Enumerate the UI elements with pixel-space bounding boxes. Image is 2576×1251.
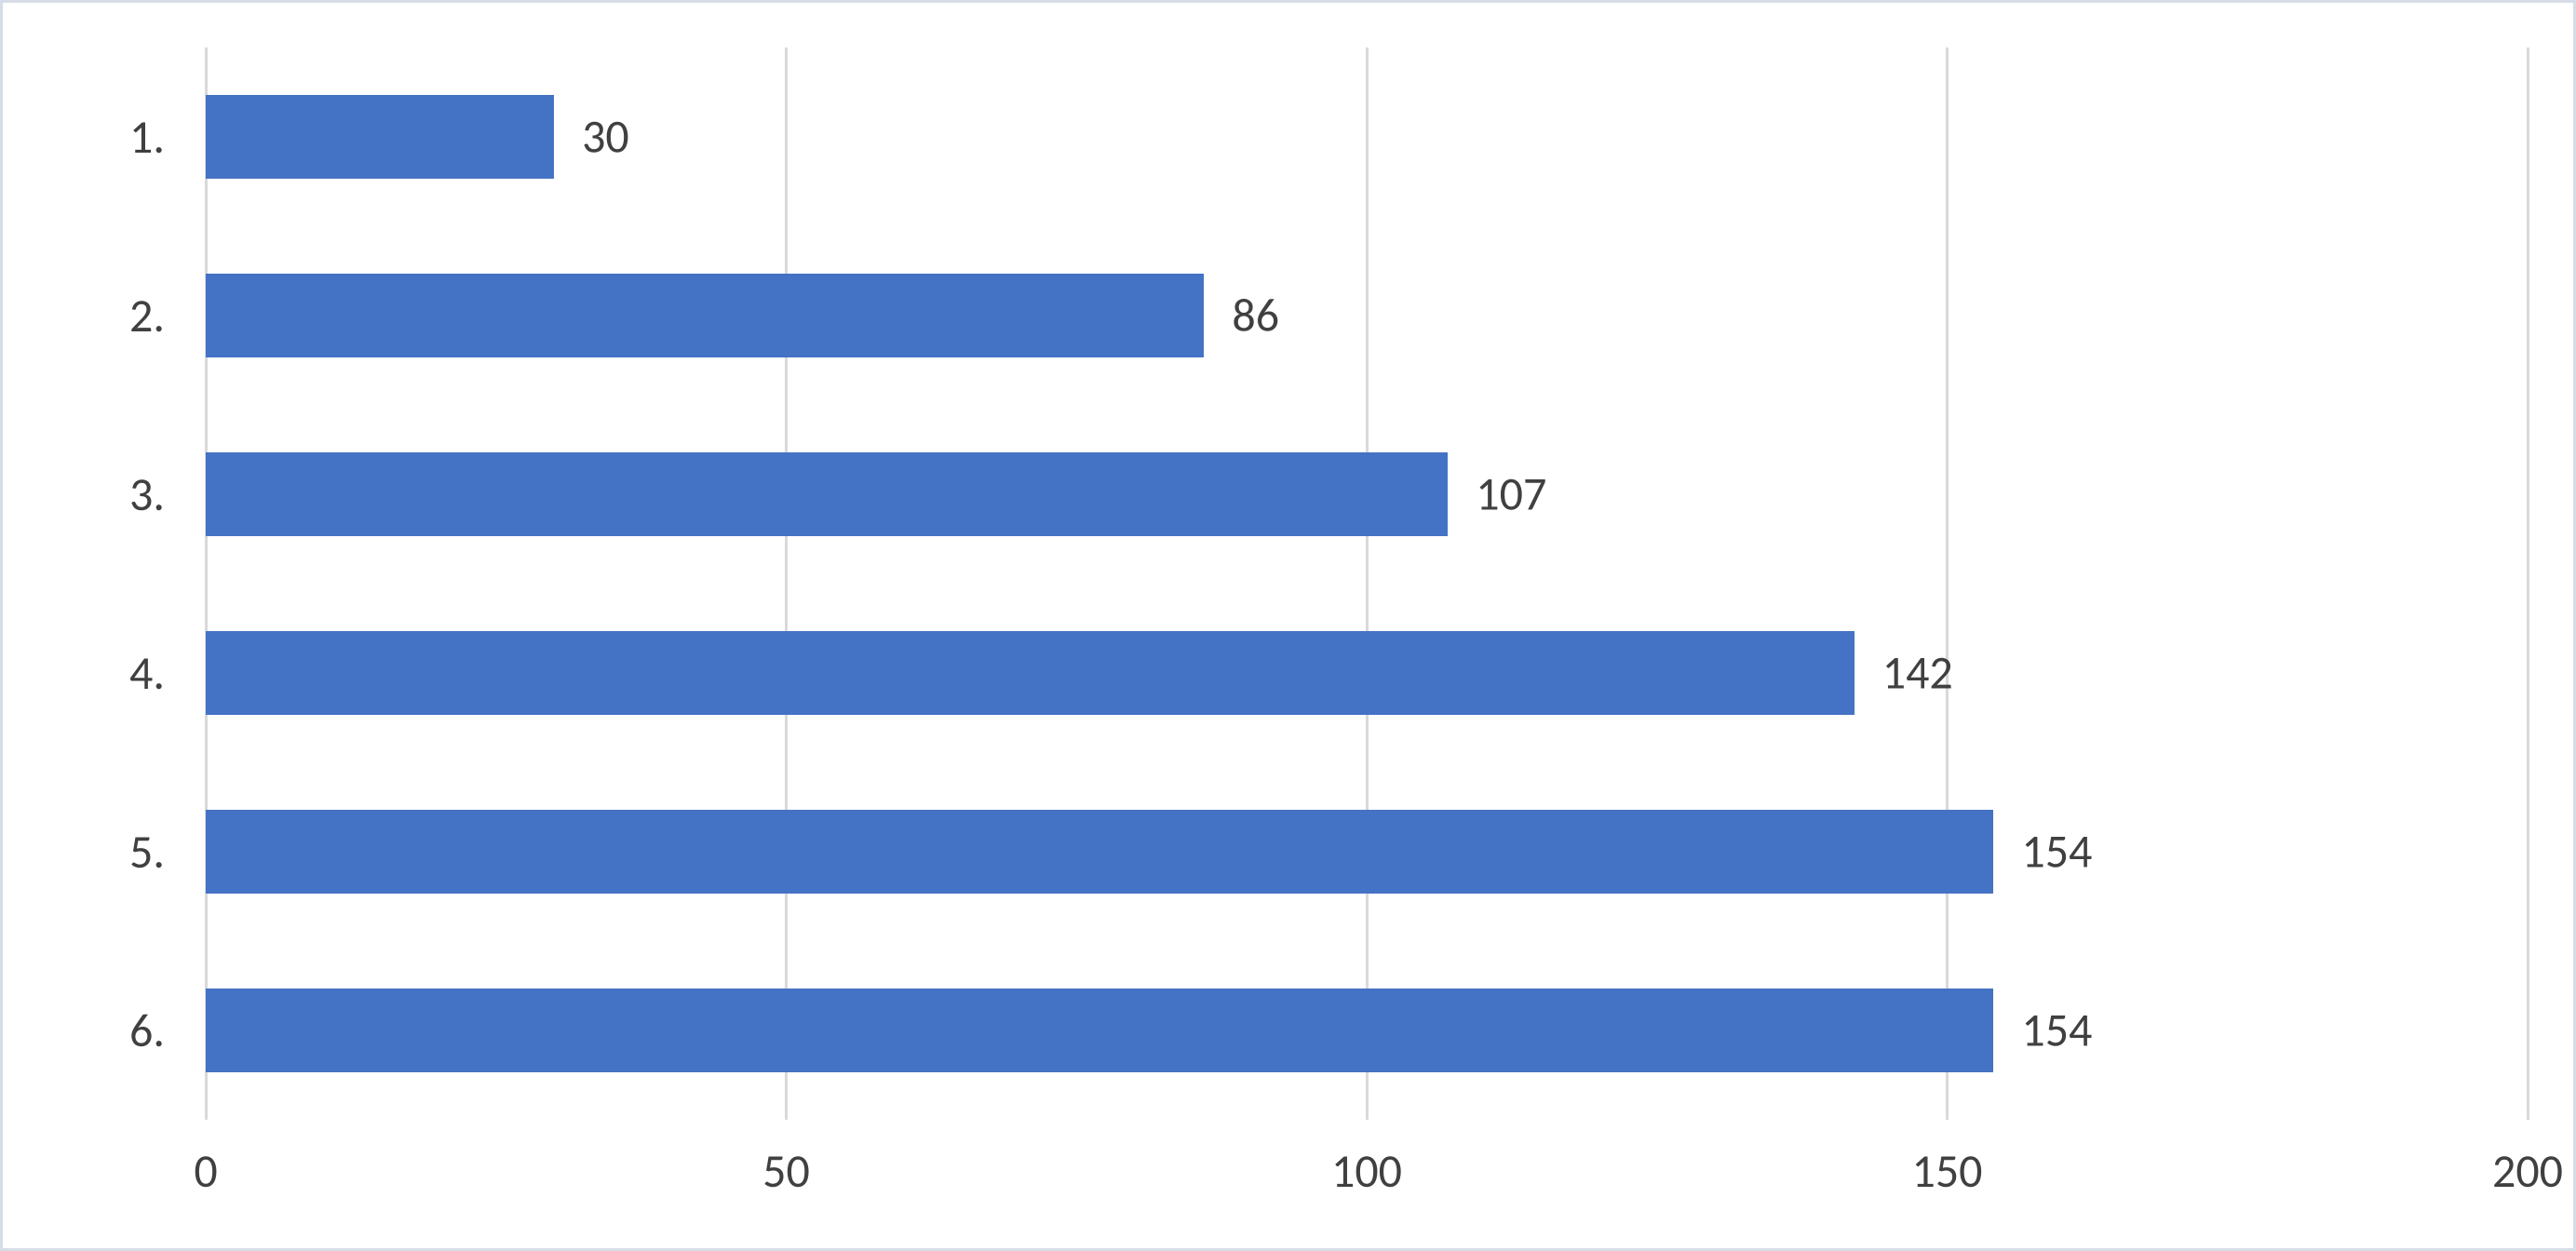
- gridline: [1366, 47, 1369, 1120]
- bar-value-label: 142: [1882, 644, 1953, 701]
- plot-area: 30 86 107 142 154 154: [206, 47, 2528, 1120]
- bar: 86: [206, 274, 1204, 357]
- gridline: [205, 47, 208, 1120]
- bar-value-label: 30: [582, 108, 629, 165]
- category-label: 6.: [129, 1002, 165, 1059]
- bar: 30: [206, 95, 554, 179]
- category-label: 5.: [129, 824, 165, 881]
- x-tick-label: 200: [2492, 1143, 2563, 1200]
- category-label: 3.: [129, 466, 165, 523]
- bar: 154: [206, 989, 1993, 1072]
- bar: 107: [206, 452, 1448, 536]
- gridline: [1946, 47, 1949, 1120]
- bar-value-label: 86: [1232, 287, 1279, 343]
- gridline: [2527, 47, 2529, 1120]
- bar: 154: [206, 810, 1993, 894]
- bar-value-label: 154: [2021, 1002, 2092, 1058]
- x-tick-label: 0: [194, 1143, 217, 1200]
- x-tick-label: 150: [1911, 1143, 1982, 1200]
- x-tick-label: 50: [762, 1143, 810, 1200]
- gridline: [785, 47, 788, 1120]
- category-label: 2.: [129, 288, 165, 344]
- category-label: 1.: [129, 109, 165, 166]
- x-tick-label: 100: [1331, 1143, 1402, 1200]
- chart-container: 30 86 107 142 154 154 1. 2. 3. 4. 5. 6. 0 50 100 150 2…: [0, 0, 2576, 1251]
- category-label: 4.: [129, 645, 165, 702]
- bar-value-label: 154: [2021, 823, 2092, 880]
- bar: 142: [206, 631, 1854, 715]
- bar-value-label: 107: [1476, 465, 1546, 522]
